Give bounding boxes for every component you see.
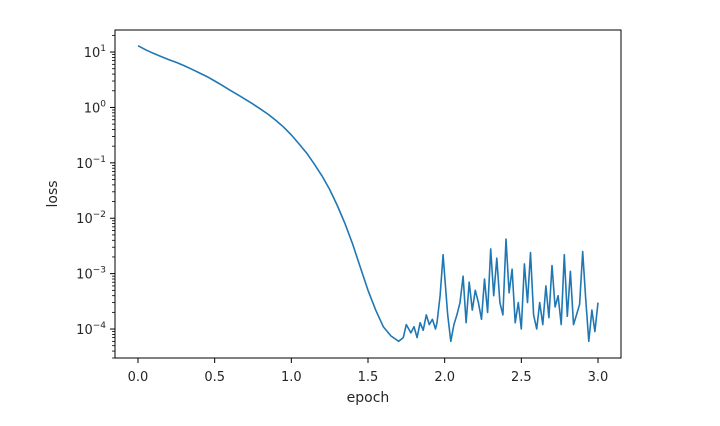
y-tick-label: 10−4	[76, 321, 106, 338]
y-axis-label: loss	[45, 180, 61, 207]
y-tick-label: 101	[84, 44, 106, 61]
y-tick-label: 100	[84, 99, 107, 116]
x-tick-label: 0.0	[128, 370, 149, 385]
plot-frame	[114, 29, 622, 359]
x-tick-label: 2.0	[434, 370, 455, 385]
loss-series-line	[137, 44, 599, 343]
ticks-layer: 0.0 0.5 1.0 1.5 2.0 2.5 3.0 101 100 10−1 10−2 10−3 1…	[76, 34, 609, 385]
x-axis-label: epoch	[347, 390, 390, 406]
x-tick-label: 1.0	[281, 370, 302, 385]
x-tick-label: 2.5	[511, 370, 532, 385]
plot-layer	[137, 44, 599, 343]
y-tick-label: 10−3	[76, 266, 106, 283]
x-tick-label: 1.5	[358, 370, 379, 385]
y-tick-label: 10−2	[76, 210, 106, 227]
x-tick-label: 3.0	[588, 370, 609, 385]
x-tick-label: 0.5	[204, 370, 225, 385]
y-tick-label: 10−1	[76, 155, 106, 172]
